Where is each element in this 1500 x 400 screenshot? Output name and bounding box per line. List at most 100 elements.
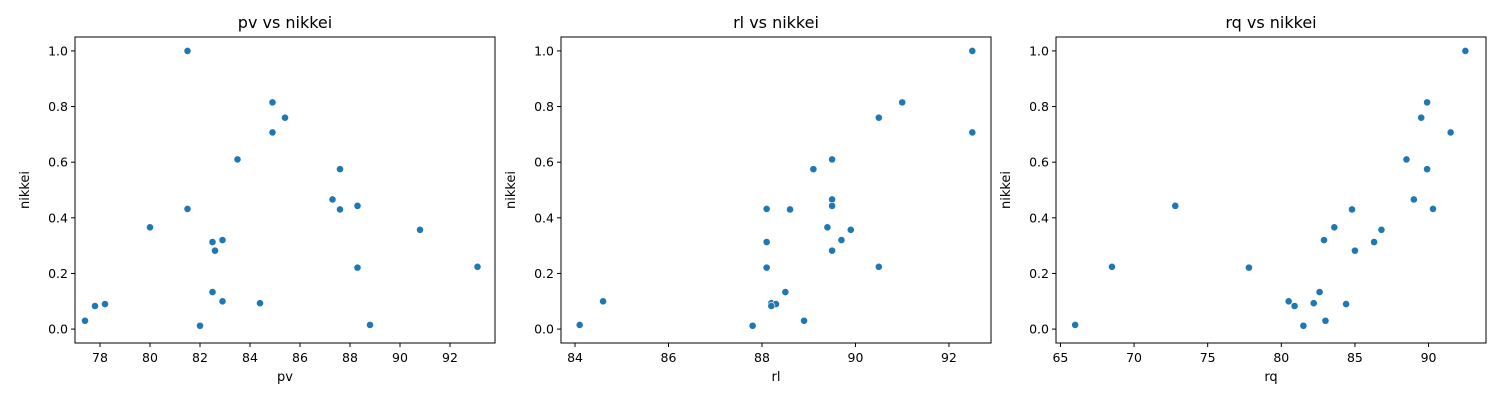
data-point	[767, 302, 776, 310]
x-tick-label: 90	[392, 350, 408, 365]
x-tick-label: 65	[1052, 350, 1068, 365]
y-tick-label: 0.8	[534, 99, 554, 114]
data-point	[473, 262, 482, 271]
data-point	[846, 225, 855, 234]
data-point	[1245, 263, 1253, 272]
scatter-panel-1: pv vs nikkei 0.0 0.2 0.4 0.6 0.8 1.0 78 80 82 84 86…	[18, 13, 496, 385]
plot-frame	[74, 36, 496, 344]
data-point	[328, 195, 337, 204]
x-axis-label: pv	[277, 370, 293, 385]
data-point	[1417, 113, 1426, 122]
data-point	[1309, 299, 1318, 308]
data-point	[828, 201, 836, 210]
data-point	[218, 297, 227, 306]
data-point	[809, 165, 818, 174]
data-point	[1423, 165, 1431, 174]
y-tick-label: 0.0	[48, 322, 68, 337]
y-tick-label: 0.8	[48, 99, 68, 114]
data-point	[1342, 300, 1351, 308]
data-point	[336, 165, 344, 174]
data-point	[268, 128, 277, 137]
x-tick-label: 90	[1421, 350, 1437, 365]
data-point	[1321, 316, 1330, 325]
scatter-panel-2: rl vs nikkei 0.0 0.2 0.4 0.6 0.8 1.0 84 86 88 90 92…	[504, 13, 992, 385]
x-tick-label: 70	[1126, 350, 1142, 365]
data-point	[898, 98, 907, 107]
y-axis-label: nikkei	[18, 171, 33, 209]
data-point	[1409, 195, 1418, 204]
data-point	[1320, 236, 1328, 244]
data-point	[781, 288, 790, 296]
data-point	[81, 316, 89, 325]
y-tick-label: 0.6	[1029, 155, 1049, 170]
data-point	[874, 262, 883, 271]
data-point	[968, 47, 977, 55]
x-tick-label: 82	[192, 350, 208, 365]
x-tick-label: 84	[567, 350, 583, 365]
chart-title: pv vs nikkei	[238, 13, 332, 32]
y-tick-label: 0.4	[534, 210, 554, 225]
data-point	[1423, 98, 1431, 107]
plot-frame	[1055, 36, 1487, 344]
x-tick-label: 92	[941, 350, 957, 365]
y-tick-label: 1.0	[1029, 43, 1049, 58]
data-point	[183, 205, 192, 213]
data-point	[416, 225, 424, 234]
data-point	[599, 297, 607, 306]
x-tick-label: 92	[442, 350, 458, 365]
data-point	[366, 321, 374, 329]
y-tick-label: 0.0	[1029, 322, 1049, 337]
data-point	[1330, 223, 1339, 232]
data-point	[256, 299, 264, 308]
data-point	[874, 113, 883, 122]
x-tick-label: 75	[1200, 350, 1216, 365]
data-point	[208, 288, 217, 296]
x-tick-label: 80	[142, 350, 158, 365]
data-point	[101, 300, 109, 308]
data-point	[233, 155, 242, 164]
x-axis-label: rl	[772, 370, 781, 385]
data-point	[1290, 302, 1299, 310]
data-point	[218, 236, 227, 244]
y-tick-label: 1.0	[48, 43, 68, 58]
x-tick-label: 86	[292, 350, 308, 365]
data-point	[183, 47, 192, 55]
x-tick-label: 84	[242, 350, 258, 365]
x-tick-label: 88	[342, 350, 358, 365]
x-axis-label: rq	[1264, 370, 1277, 385]
plot-frame	[560, 36, 992, 344]
data-point	[211, 246, 219, 255]
y-tick-label: 0.0	[534, 322, 554, 337]
y-tick-label: 0.2	[1029, 266, 1049, 281]
x-tick-label: 88	[754, 350, 770, 365]
data-point	[1446, 128, 1455, 137]
data-point	[762, 238, 771, 246]
data-point	[268, 98, 277, 107]
y-tick-label: 1.0	[534, 43, 554, 58]
x-tick-label: 80	[1273, 350, 1289, 365]
data-point	[208, 238, 217, 246]
data-point	[91, 302, 99, 310]
y-tick-label: 0.4	[1029, 210, 1049, 225]
data-point	[823, 223, 832, 232]
data-point	[281, 113, 289, 122]
data-point	[1461, 47, 1470, 55]
y-tick-label: 0.4	[48, 210, 68, 225]
data-point	[1429, 205, 1437, 213]
data-point	[1071, 321, 1080, 329]
x-tick-label: 86	[661, 350, 677, 365]
data-point	[762, 263, 771, 272]
x-tick-label: 90	[848, 350, 864, 365]
chart-title: rq vs nikkei	[1225, 13, 1316, 32]
x-tick-label: 85	[1347, 350, 1363, 365]
data-point	[1299, 321, 1308, 330]
data-point	[800, 316, 808, 325]
data-point	[1108, 262, 1116, 271]
data-point	[837, 236, 846, 244]
data-point	[786, 205, 794, 214]
data-point	[353, 263, 362, 272]
data-point	[1402, 155, 1411, 164]
data-point	[1370, 238, 1378, 246]
data-point	[1377, 225, 1386, 234]
